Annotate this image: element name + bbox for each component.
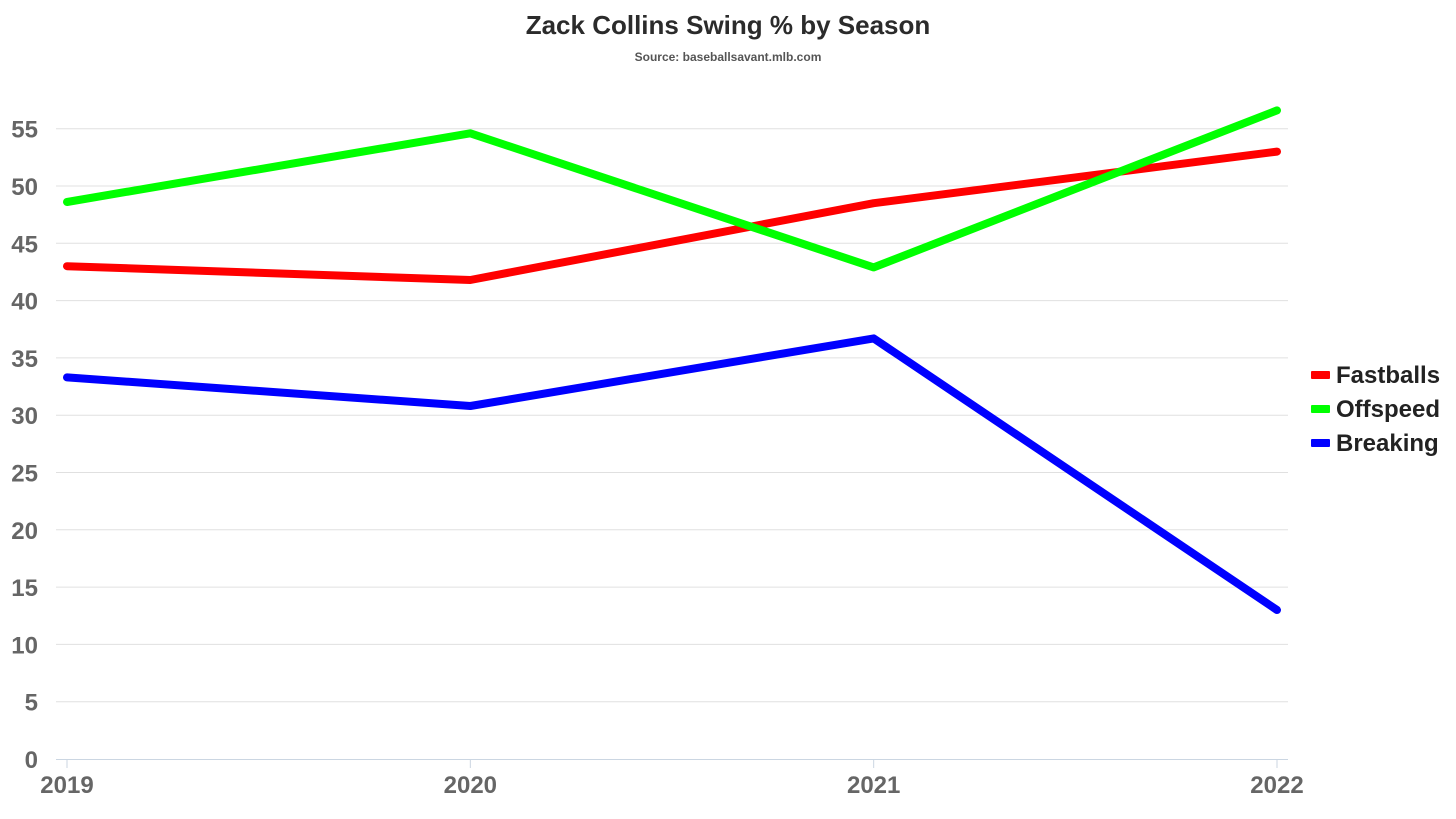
chart-subtitle: Source: baseballsavant.mlb.com xyxy=(635,50,822,64)
x-tick-label: 2019 xyxy=(40,772,93,799)
x-tick-label: 2020 xyxy=(444,772,497,799)
legend-item-breaking[interactable]: Breaking xyxy=(1311,430,1439,457)
legend-item-fastballs[interactable]: Fastballs xyxy=(1311,362,1440,389)
y-tick-label: 40 xyxy=(11,289,38,316)
legend-swatch xyxy=(1311,371,1330,379)
series-line-offspeed[interactable] xyxy=(63,106,1281,272)
y-tick-label: 15 xyxy=(11,575,38,602)
y-tick-label: 10 xyxy=(11,632,38,659)
legend-item-offspeed[interactable]: Offspeed xyxy=(1311,396,1440,423)
legend-label: Offspeed xyxy=(1336,396,1440,423)
series-lines xyxy=(63,106,1281,614)
y-tick-label: 0 xyxy=(25,747,38,774)
series-line-breaking[interactable] xyxy=(63,334,1281,614)
y-tick-label: 30 xyxy=(11,403,38,430)
series-line-fastballs[interactable] xyxy=(63,147,1281,284)
y-tick-label: 35 xyxy=(11,346,38,373)
y-tick-label: 50 xyxy=(11,174,38,201)
y-tick-label: 45 xyxy=(11,231,38,258)
y-tick-label: 25 xyxy=(11,461,38,488)
x-tick-label: 2021 xyxy=(847,772,900,799)
legend-swatch xyxy=(1311,439,1330,447)
legend-label: Fastballs xyxy=(1336,362,1440,389)
axes: 0 5 10 15 20 25 30 35 40 45 50 55 2019 2020 2021 2022 xyxy=(11,117,1303,799)
y-tick-label: 5 xyxy=(25,690,38,717)
legend[interactable]: Fastballs Offspeed Breaking xyxy=(1311,362,1440,457)
legend-label: Breaking xyxy=(1336,430,1439,457)
x-tick-label: 2022 xyxy=(1250,772,1303,799)
y-tick-label: 55 xyxy=(11,117,38,144)
legend-swatch xyxy=(1311,405,1330,413)
y-tick-label: 20 xyxy=(11,518,38,545)
chart-title: Zack Collins Swing % by Season xyxy=(526,10,931,40)
grid-lines xyxy=(56,128,1288,703)
